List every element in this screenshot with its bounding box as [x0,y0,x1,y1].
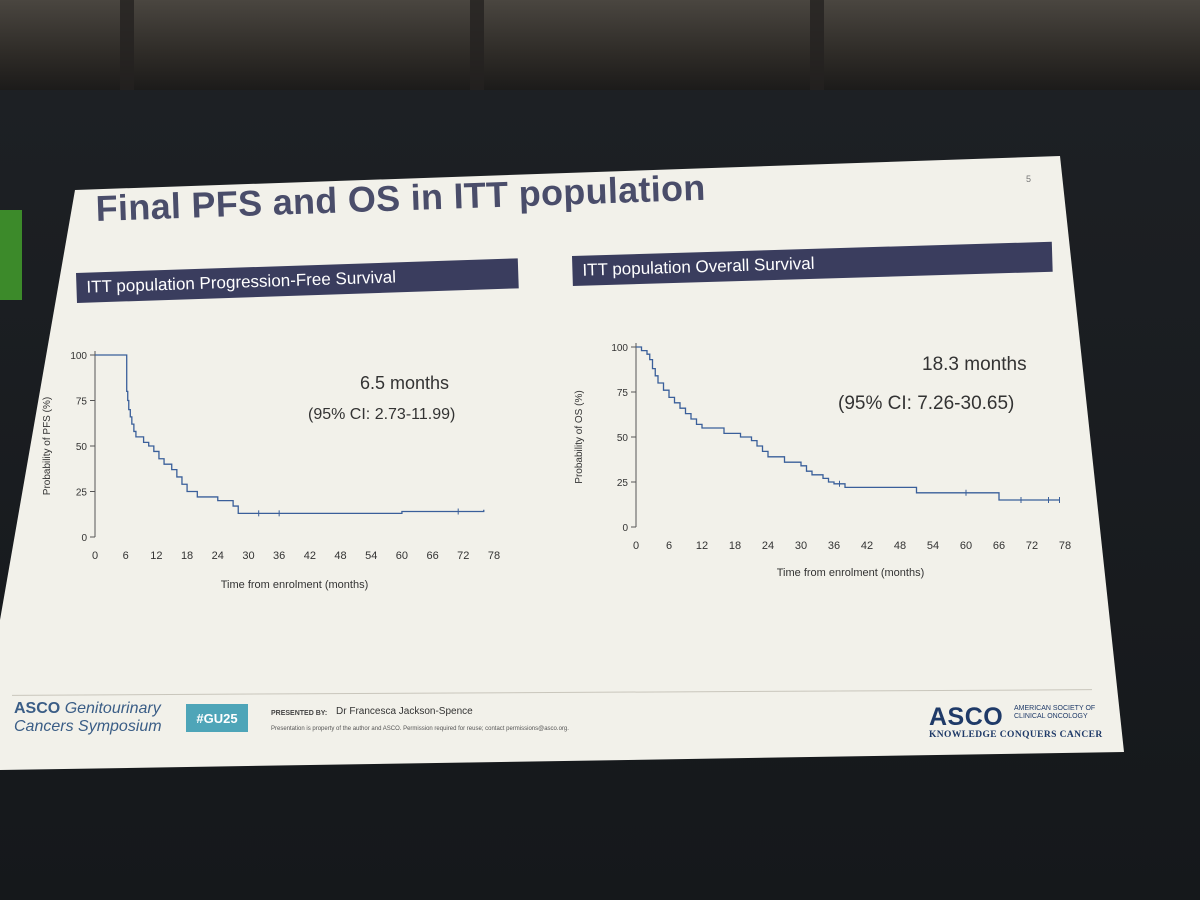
symposium-name-line2: Cancers Symposium [14,718,162,735]
room-ceiling [0,0,1200,90]
pfs-y-tick-label: 0 [81,533,87,544]
hashtag-badge: #GU25 [186,704,248,732]
pfs-x-tick-label: 12 [150,550,162,562]
pfs-y-tick-label: 50 [76,442,88,453]
os-x-tick-label: 60 [960,540,972,552]
os-x-tick-label: 24 [762,540,774,552]
presenter-name: Dr Francesca Jackson-Spence [336,706,473,717]
asco-logo: ASCO [929,703,1004,731]
pfs-x-tick-label: 54 [365,550,377,562]
os-x-tick-label: 0 [633,540,639,552]
os-x-tick-label: 12 [696,540,708,552]
pfs-x-tick-label: 30 [242,550,254,562]
pfs-x-tick-label: 72 [457,550,469,562]
pfs-y-tick-label: 25 [76,488,88,499]
os-survival-curve [636,346,1060,501]
pfs-x-tick-label: 18 [181,550,193,562]
disclaimer-text: Presentation is property of the author a… [271,726,569,732]
pfs-x-tick-label: 0 [92,550,98,562]
os-x-tick-label: 18 [729,540,741,552]
pfs-x-tick-label: 24 [212,550,224,562]
pfs-x-axis-label: Time from enrolment (months) [221,579,369,591]
os-x-tick-label: 30 [795,540,807,552]
pfs-x-tick-label: 78 [488,550,500,562]
os-median-label: 18.3 months [922,354,1027,375]
pfs-x-tick-label: 60 [396,550,408,562]
pfs-y-tick-label: 100 [70,351,87,362]
pfs-y-tick-label: 75 [76,397,88,408]
pfs-y-axis-label: Probability of PFS (%) [42,397,53,495]
side-screen [0,210,22,300]
slide-number: 5 [1026,174,1032,184]
symposium-name-line1: Genitourinary [64,700,161,717]
os-x-tick-label: 54 [927,540,939,552]
pfs-chart: 0 25 50 75 100 0 6 12 18 24 30 36 42 48 54 60 66 72 78 Time… [42,351,500,591]
pfs-survival-curve [95,354,485,514]
pfs-x-tick-label: 42 [304,550,316,562]
symposium-brand: ASCO [14,700,61,717]
asco-tagline: KNOWLEDGE CONQUERS CANCER [929,730,1103,740]
os-y-tick-label: 75 [617,388,629,399]
os-x-tick-label: 42 [861,540,873,552]
os-x-tick-label: 36 [828,540,840,552]
pfs-ci-label: (95% CI: 2.73-11.99) [308,406,456,423]
os-y-tick-label: 0 [622,523,628,534]
os-x-tick-label: 48 [894,540,906,552]
os-y-tick-label: 50 [617,433,629,444]
pfs-x-tick-label: 66 [426,550,438,562]
os-y-axis-label: Probability of OS (%) [574,390,585,483]
os-ci-label: (95% CI: 7.26-30.65) [838,393,1015,414]
os-chart: 0 25 50 75 100 0 6 12 18 24 30 36 42 48 54 60 66 72 78 Time… [574,343,1071,579]
os-x-tick-label: 72 [1026,540,1038,552]
pfs-x-tick-label: 6 [123,550,129,562]
asco-org-name: AMERICAN SOCIETY OF CLINICAL ONCOLOGY [1014,705,1096,720]
os-y-tick-label: 25 [617,478,629,489]
symposium-logo: ASCO Genitourinary Cancers Symposium [14,700,162,736]
os-x-tick-label: 6 [666,540,672,552]
os-x-axis-label: Time from enrolment (months) [777,567,925,579]
pfs-x-tick-label: 48 [334,550,346,562]
os-x-tick-label: 66 [993,540,1005,552]
pfs-x-tick-label: 36 [273,550,285,562]
presented-by-label: PRESENTED BY: [271,710,328,717]
pfs-median-label: 6.5 months [360,373,450,393]
os-x-tick-label: 78 [1059,540,1071,552]
os-y-tick-label: 100 [611,343,628,354]
